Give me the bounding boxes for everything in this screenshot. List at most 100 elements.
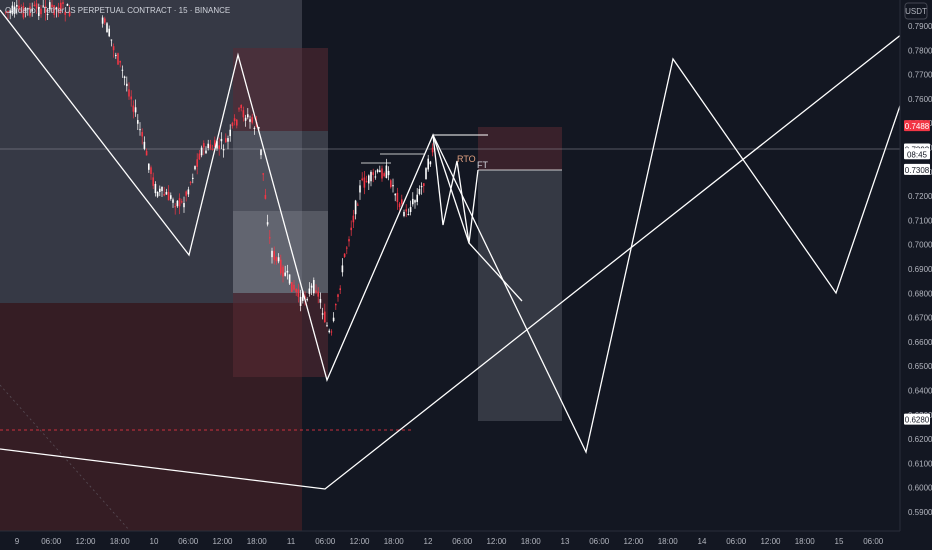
- candle-body: [183, 203, 185, 208]
- candle-body: [282, 266, 284, 277]
- candle-body: [218, 145, 220, 149]
- candle-body: [187, 189, 190, 195]
- structure-lines: [0, 9, 903, 490]
- candle-body: [387, 170, 390, 176]
- candle-body: [130, 96, 132, 100]
- candle-body: [376, 169, 379, 173]
- candle-body: [62, 2, 64, 4]
- candle-body: [390, 180, 392, 188]
- price-tick-label: 0.6400: [908, 387, 932, 396]
- time-tick-label: 18:00: [521, 537, 542, 546]
- time-tick-label: 12:00: [623, 537, 644, 546]
- candle-body: [383, 173, 385, 177]
- candle-body: [275, 257, 278, 262]
- candle-body: [412, 198, 414, 205]
- time-tick-label: 06:00: [315, 537, 336, 546]
- candle-body: [249, 119, 251, 122]
- candle-body: [154, 183, 157, 194]
- candle-body: [346, 247, 348, 249]
- candle-body: [313, 280, 315, 294]
- candle-body: [35, 3, 38, 9]
- candle-body: [68, 11, 71, 16]
- candle-body: [405, 209, 407, 212]
- candle-body: [370, 171, 372, 182]
- candle-body: [123, 76, 126, 79]
- candle-body: [211, 148, 214, 150]
- candle-body: [258, 126, 260, 129]
- price-tag-text: 08:45: [907, 150, 928, 159]
- currency-button[interactable]: [904, 2, 928, 20]
- candle-body: [64, 11, 66, 15]
- candle-body: [119, 60, 121, 63]
- candle-body: [44, 5, 47, 13]
- candles-group: [5, 0, 434, 336]
- candle-body: [128, 89, 130, 97]
- candle-body: [251, 117, 253, 123]
- candle-body: [29, 6, 31, 16]
- time-tick-label: 10: [150, 537, 159, 546]
- candle-body: [273, 251, 275, 260]
- candle-body: [143, 141, 146, 149]
- price-tick-label: 0.7100: [908, 216, 932, 225]
- candle-body: [341, 265, 344, 273]
- candle-body: [148, 163, 150, 170]
- time-tick-label: 14: [698, 537, 707, 546]
- candle-body: [407, 213, 410, 215]
- candle-body: [185, 191, 187, 196]
- price-tick-label: 0.6000: [908, 484, 932, 493]
- candle-body: [161, 186, 163, 192]
- candle-body: [271, 250, 273, 258]
- price-tag-text: 0.7308: [905, 166, 930, 175]
- candle-body: [181, 201, 183, 203]
- rto-label: RTO: [457, 154, 476, 164]
- candle-body: [427, 158, 429, 170]
- candle-body: [33, 4, 36, 7]
- candle-body: [348, 239, 350, 242]
- time-tick-label: 12:00: [349, 537, 370, 546]
- rto-zigzag: [432, 134, 479, 244]
- candle-body: [156, 191, 159, 197]
- price-tick-label: 0.6200: [908, 435, 932, 444]
- candle-body: [319, 299, 322, 303]
- order-block-grey-inner: [233, 211, 328, 293]
- candle-body: [152, 177, 154, 186]
- candle-body: [354, 200, 357, 215]
- candle-body: [233, 118, 236, 122]
- candle-body: [401, 199, 403, 204]
- time-tick-label: 06:00: [178, 537, 199, 546]
- time-tick-label: 06:00: [589, 537, 610, 546]
- candle-body: [321, 313, 324, 315]
- candle-body: [176, 200, 179, 207]
- candle-body: [189, 181, 192, 183]
- price-axis-ticks: 0.79000.78000.77000.76000.75000.74000.73…: [908, 22, 932, 517]
- candle-body: [372, 172, 374, 175]
- candle-body: [368, 175, 370, 184]
- candle-body: [403, 211, 405, 217]
- time-tick-label: 18:00: [247, 537, 268, 546]
- ft-label: FT: [477, 160, 488, 170]
- candle-body: [359, 185, 361, 193]
- price-tick-label: 0.7600: [908, 95, 932, 104]
- candle-body: [13, 6, 16, 14]
- candle-body: [337, 294, 339, 297]
- order-block-red-lower: [233, 293, 328, 377]
- candle-body: [214, 140, 216, 148]
- candle-body: [16, 4, 18, 7]
- candle-body: [7, 11, 9, 13]
- candle-body: [350, 227, 352, 231]
- price-tag-text: 0.6280: [905, 416, 930, 425]
- candle-body: [121, 69, 124, 71]
- candle-body: [150, 167, 152, 174]
- candle-body: [198, 153, 201, 160]
- candle-body: [326, 325, 328, 327]
- time-tick-label: 18:00: [658, 537, 679, 546]
- candle-body: [284, 272, 286, 276]
- candle-body: [40, 8, 42, 15]
- time-tick-label: 9: [15, 537, 20, 546]
- candle-body: [38, 7, 40, 16]
- time-axis-ticks: 9 06:00 12:00 18:00 10 06:00 12:00 18:00 11 06:00…: [15, 537, 884, 546]
- price-tick-label: 0.5900: [908, 508, 932, 517]
- candle-body: [18, 5, 20, 11]
- projection-line: [432, 57, 903, 454]
